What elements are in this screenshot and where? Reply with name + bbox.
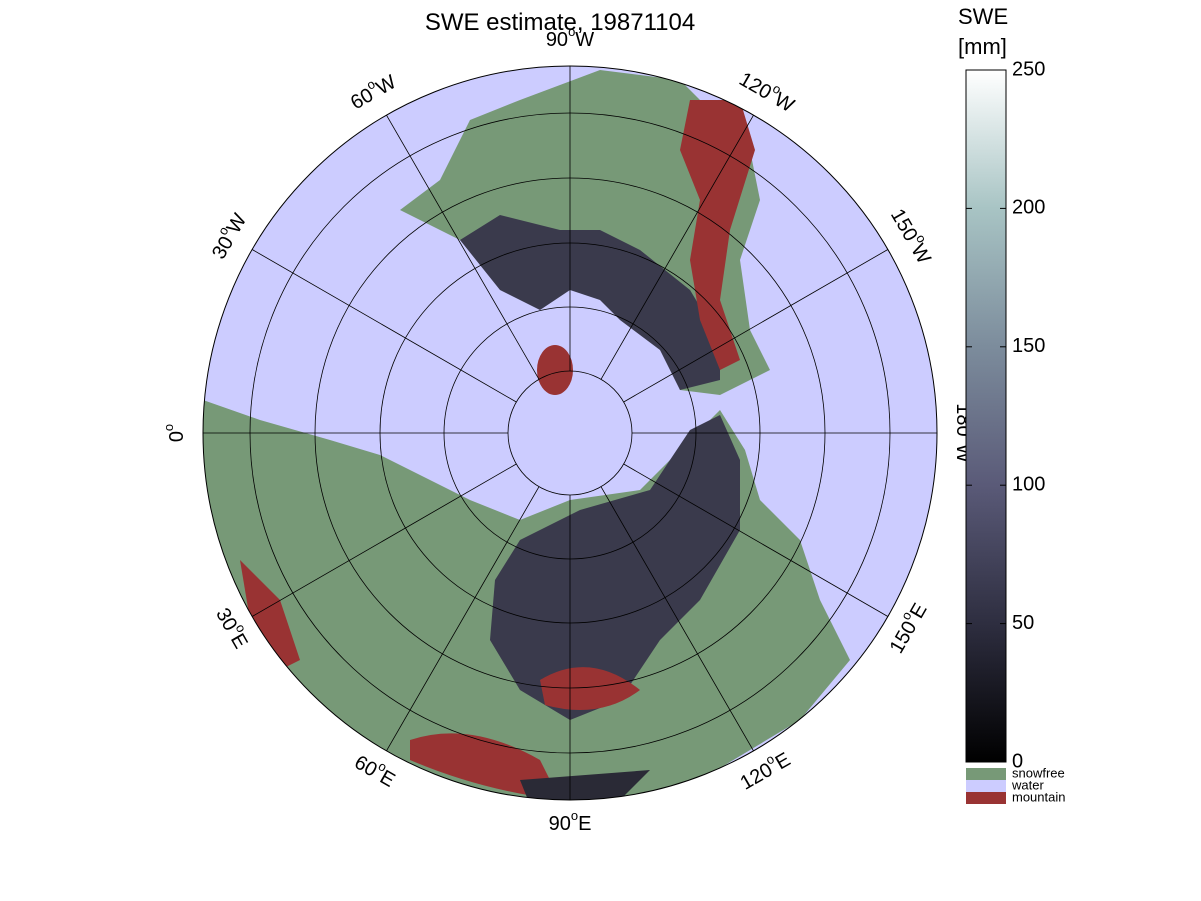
label-hemisphere: W: [575, 29, 594, 51]
colorbar-tick-label: 50: [1012, 612, 1034, 634]
central-asia-mountains: [540, 667, 640, 710]
meridian: [251, 463, 517, 617]
colorbar-tick-label: 150: [1012, 335, 1045, 357]
meridian-label: 30oW: [204, 208, 251, 263]
label-number: 0: [166, 431, 188, 442]
legend-swatch: [966, 792, 1006, 804]
legend-swatch: [966, 768, 1006, 780]
meridian-label: 60oW: [345, 67, 400, 114]
map-border: [202, 65, 938, 801]
colorbar-axis: 0 50 100 150 200 250: [966, 58, 1045, 772]
label-number: 150: [886, 618, 922, 658]
label-number: 90: [546, 29, 568, 51]
colorbar-tick-label: 0: [1012, 750, 1023, 772]
colorbar: [965, 69, 1007, 763]
label-degree: o: [161, 424, 176, 431]
map-disk: [203, 66, 937, 800]
colorbar-tick-label: 200: [1012, 197, 1045, 219]
label-number: 120: [735, 68, 775, 104]
label-hemisphere: W: [373, 71, 400, 100]
label-degree: o: [568, 24, 575, 39]
meridian-label: 90oW: [546, 24, 594, 51]
meridian-label: 0o: [161, 424, 188, 442]
meridian: [600, 486, 754, 752]
europe-mountains: [240, 560, 300, 670]
label-degree: o: [571, 808, 578, 823]
label-hemisphere: E: [226, 630, 252, 653]
colorbar-title: SWE: [958, 4, 1008, 29]
tibet-snow: [520, 770, 650, 800]
label-hemisphere: W: [906, 241, 935, 268]
colorbar-unit: [mm]: [958, 34, 1007, 59]
north-america-snow: [460, 215, 720, 390]
meridian: [386, 114, 540, 380]
meridian: [623, 249, 889, 403]
label-hemisphere: E: [578, 813, 591, 835]
graticule: [203, 66, 937, 800]
meridian: [386, 486, 540, 752]
legend-label: water: [1011, 777, 1044, 792]
legend-label: mountain: [1012, 789, 1065, 804]
meridian-label: 150oW: [886, 203, 939, 268]
greenland-coast: [537, 345, 573, 395]
meridian: [251, 249, 517, 403]
map-title: SWE estimate, 19871104: [425, 9, 695, 36]
label-number: 60: [350, 752, 380, 782]
rockies: [680, 100, 755, 370]
legend-label: snowfree: [1012, 765, 1065, 780]
label-number: 90: [549, 813, 571, 835]
meridian-label: 90oE: [549, 808, 592, 835]
eurasia-snow: [490, 415, 740, 720]
label-hemisphere: E: [772, 749, 795, 775]
colorbar-tick-label: 100: [1012, 473, 1045, 495]
meridian: [623, 463, 889, 617]
colorbar-tick-label: 250: [1012, 58, 1045, 80]
meridian-label: 120oW: [735, 64, 800, 117]
meridian: [600, 114, 754, 380]
legend-swatch: [966, 780, 1006, 792]
label-number: 30: [208, 233, 238, 263]
